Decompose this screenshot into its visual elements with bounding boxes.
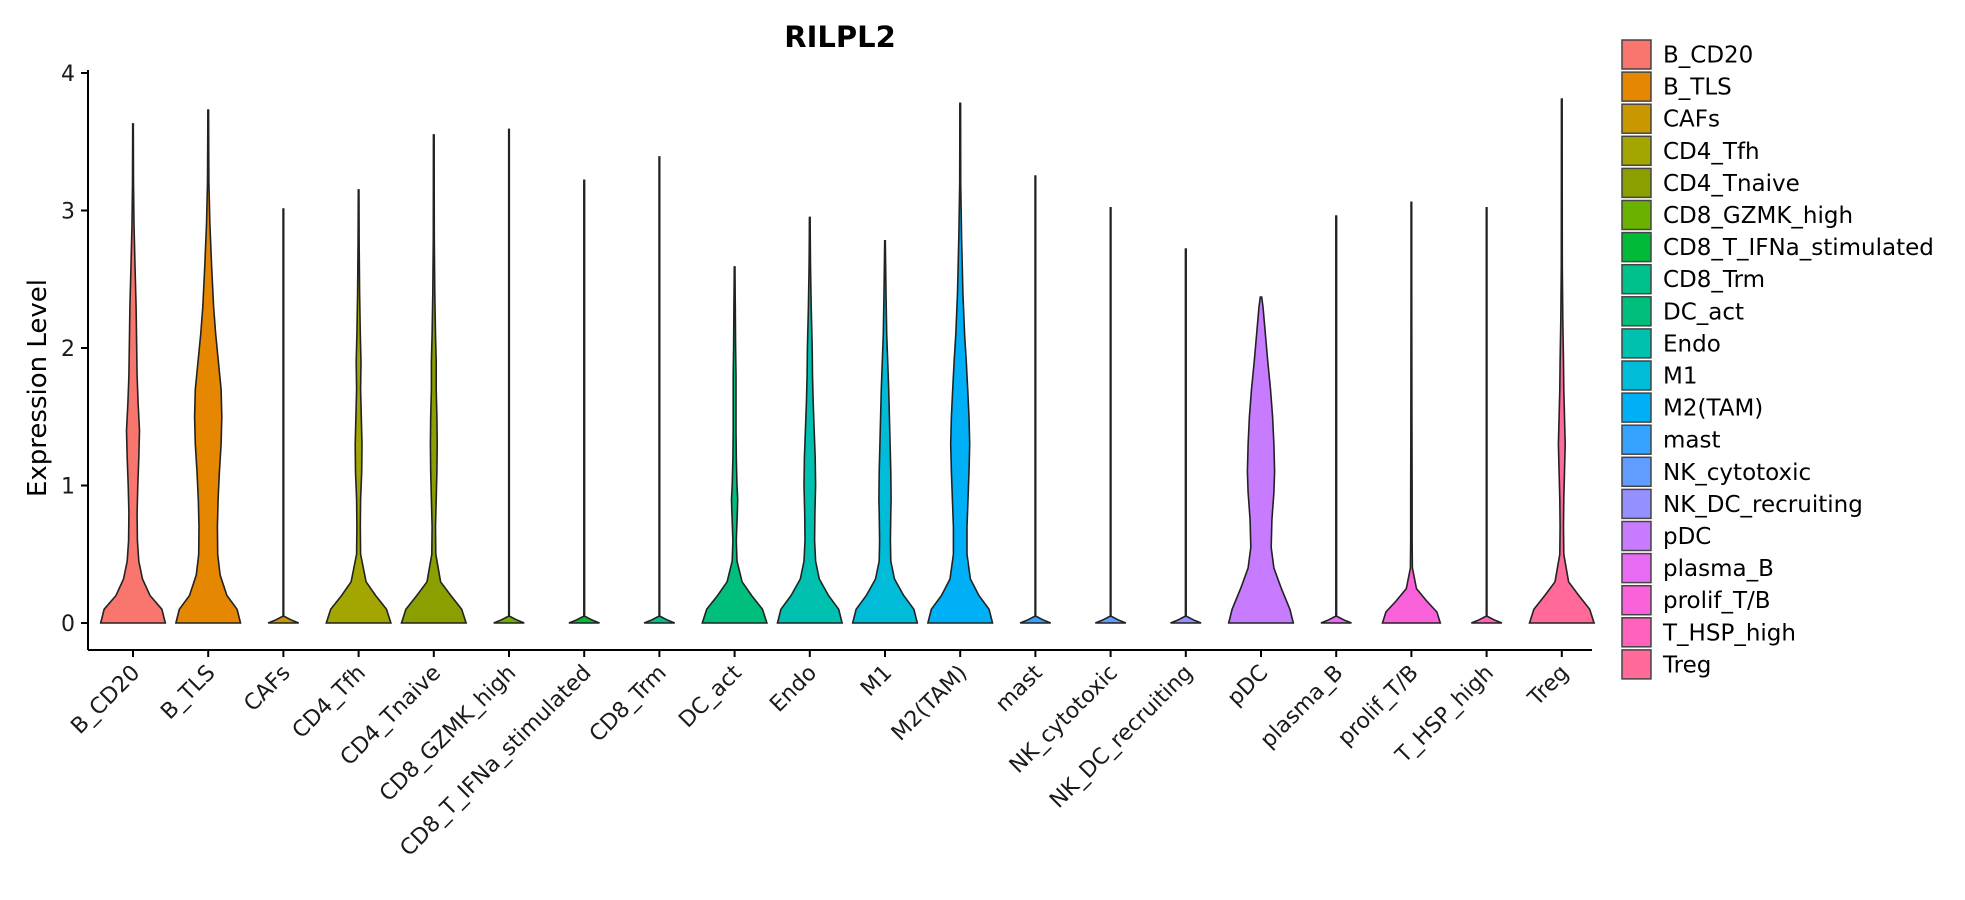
x-tick-label-cd8-trm: CD8_Trm: [585, 661, 672, 748]
legend-key-mast: [1621, 424, 1652, 455]
legend-key-b-cd20: [1621, 39, 1652, 70]
legend-key-m1: [1621, 360, 1652, 391]
y-axis-label: Expression Level: [23, 279, 53, 497]
legend-key-pdc: [1621, 520, 1652, 552]
legend-label-m2-tam-: M2(TAM): [1663, 396, 1763, 422]
legend-label-cd8-trm: CD8_Trm: [1663, 267, 1765, 293]
legend-key-cd8-t-ifna-stimulated: [1621, 231, 1652, 263]
x-tick-label-cafs: CAFs: [239, 661, 295, 717]
y-tick-label-4: 4: [61, 62, 75, 87]
chart-title: RILPL2: [784, 20, 896, 54]
legend-label-m1: M1: [1663, 364, 1697, 390]
legend-key-cd8-gzmk-high: [1621, 199, 1652, 231]
x-tick-label-nk-dc-recruiting: NK_DC_recruiting: [1045, 661, 1198, 814]
y-tick-label-1: 1: [61, 475, 75, 500]
violin-endo: [776, 216, 844, 624]
violin-plasma-b: [1320, 215, 1352, 624]
legend-label-b-tls: B_TLS: [1663, 75, 1732, 101]
legend-label-pdc: pDC: [1663, 524, 1711, 550]
legend-label-nk-dc-recruiting: NK_DC_recruiting: [1663, 492, 1863, 518]
legend-label-dc-act: DC_act: [1663, 299, 1744, 325]
x-tick-label-b-cd20: B_CD20: [66, 661, 145, 740]
legend-label-endo: Endo: [1663, 331, 1721, 357]
violin-pdc: [1227, 296, 1295, 624]
x-tick-label-mast: mast: [991, 660, 1048, 717]
violin-cd8-trm: [643, 156, 675, 624]
legend-key-nk-cytotoxic: [1621, 456, 1652, 488]
x-tick-label-pdc: pDC: [1223, 661, 1273, 711]
legend: B_CD20 B_TLS CAFs CD4_Tfh CD4_Tnaive CD8_GZMK…: [1621, 39, 1934, 680]
violin-b-cd20: [99, 123, 167, 624]
legend-label-nk-cytotoxic: NK_cytotoxic: [1663, 460, 1811, 486]
violin-dc-act: [701, 266, 768, 624]
legend-label-cd4-tfh: CD4_Tfh: [1663, 139, 1760, 165]
violin-nk-dc-recruiting: [1170, 248, 1202, 624]
violin-cd4-tnaive: [400, 134, 468, 624]
x-tick-label-dc-act: DC_act: [674, 660, 747, 733]
x-tick-label-m1: M1: [856, 661, 897, 702]
legend-label-t-hsp-high: T_HSP_high: [1662, 620, 1796, 646]
violin-prolif-t-b: [1381, 201, 1442, 624]
legend-label-treg: Treg: [1662, 652, 1711, 678]
legend-label-cafs: CAFs: [1663, 107, 1720, 133]
legend-label-b-cd20: B_CD20: [1663, 43, 1753, 69]
x-tick-label-plasma-b: plasma_B: [1256, 661, 1349, 754]
legend-key-dc-act: [1621, 296, 1652, 327]
violin-b-tls: [174, 109, 242, 624]
legend-label-cd8-t-ifna-stimulated: CD8_T_IFNa_stimulated: [1663, 235, 1934, 261]
y-tick-label-3: 3: [61, 200, 75, 225]
y-tick-label-2: 2: [61, 337, 75, 362]
violin-nk-cytotoxic: [1095, 207, 1127, 624]
legend-key-prolif-t-b: [1621, 584, 1652, 616]
legend-key-treg: [1621, 649, 1652, 680]
legend-key-cd4-tfh: [1621, 135, 1652, 167]
legend-key-endo: [1621, 328, 1652, 359]
legend-key-b-tls: [1621, 71, 1652, 102]
x-tick-label-b-tls: B_TLS: [156, 661, 220, 725]
violin-cd4-tfh: [325, 189, 392, 624]
x-tick-label-endo: Endo: [765, 661, 822, 718]
y-tick-label-0: 0: [61, 612, 75, 637]
legend-label-cd8-gzmk-high: CD8_GZMK_high: [1663, 203, 1853, 229]
legend-label-prolif-t-b: prolif_T/B: [1663, 588, 1771, 614]
violins-layer: [99, 98, 1596, 624]
violin-m2-tam-: [926, 102, 994, 624]
legend-key-plasma-b: [1621, 552, 1652, 584]
legend-label-plasma-b: plasma_B: [1663, 556, 1774, 582]
x-tick-label-treg: Treg: [1523, 661, 1574, 712]
x-tick-label-cd8-gzmk-high: CD8_GZMK_high: [375, 661, 521, 807]
violin-m1: [851, 240, 919, 624]
legend-key-t-hsp-high: [1621, 617, 1652, 648]
violin-cd8-gzmk-high: [493, 128, 525, 624]
legend-label-mast: mast: [1663, 428, 1721, 454]
violin-mast: [1019, 175, 1051, 624]
legend-key-cd4-tnaive: [1621, 167, 1652, 199]
legend-key-cafs: [1621, 103, 1652, 134]
violin-t-hsp-high: [1471, 207, 1503, 624]
legend-key-m2-tam-: [1621, 392, 1652, 423]
x-tick-label-m2-tam-: M2(TAM): [887, 661, 972, 746]
legend-key-cd8-trm: [1621, 263, 1652, 295]
legend-key-nk-dc-recruiting: [1621, 488, 1652, 520]
violin-cafs: [267, 208, 299, 624]
violin-treg: [1528, 98, 1596, 624]
violin-cd8-t-ifna-stimulated: [568, 179, 600, 624]
legend-label-cd4-tnaive: CD4_Tnaive: [1663, 171, 1800, 197]
